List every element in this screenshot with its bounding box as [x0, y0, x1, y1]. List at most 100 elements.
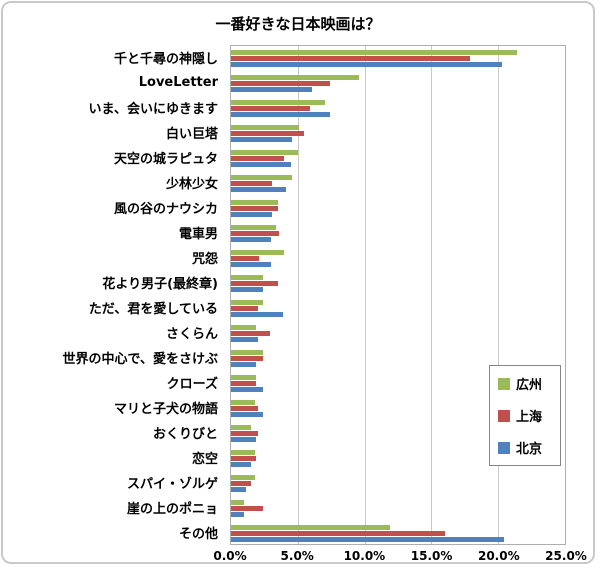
- bar-上海: [231, 256, 260, 261]
- category-label: スパイ・ゾルゲ: [126, 477, 218, 492]
- legend-swatch-icon: [498, 441, 510, 454]
- x-axis: 0.0% 5.0% 10.0% 15.0% 20.0% 25.0%: [213, 549, 586, 563]
- legend-label: 広州: [516, 378, 543, 393]
- category-label: 崖の上のポニョ: [126, 502, 218, 517]
- category-label: 天空の城ラピュタ: [113, 152, 218, 167]
- category-label: 世界の中心で、愛をさけぶ: [62, 352, 218, 367]
- bar-group: [231, 146, 565, 171]
- bar-広州: [231, 175, 293, 180]
- legend-label: 上海: [516, 410, 543, 425]
- category-label: さくらん: [165, 327, 218, 342]
- bar-北京: [231, 487, 246, 492]
- bar-group: [231, 246, 565, 271]
- bar-広州: [231, 150, 298, 155]
- bar-上海: [231, 231, 280, 236]
- bar-上海: [231, 106, 310, 111]
- bar-group: [231, 271, 565, 296]
- legend-item: 広州: [490, 374, 560, 393]
- bar-広州: [231, 275, 264, 280]
- bar-group: [231, 346, 565, 371]
- category-label: おくりびと: [152, 427, 218, 442]
- bar-北京: [231, 62, 503, 67]
- bar-北京: [231, 362, 257, 367]
- bar-上海: [231, 156, 285, 161]
- bar-北京: [231, 412, 264, 417]
- category-label: マリと子犬の物語: [113, 402, 218, 417]
- bar-上海: [231, 431, 258, 436]
- bar-group: [231, 171, 565, 196]
- bar-上海: [231, 81, 330, 86]
- legend-label: 北京: [516, 442, 543, 457]
- bar-広州: [231, 225, 277, 230]
- bar-group: [231, 421, 565, 446]
- bar-北京: [231, 437, 257, 442]
- legend-item: 上海: [490, 406, 560, 425]
- bar-上海: [231, 381, 257, 386]
- category-label: その他: [178, 527, 218, 542]
- category-label: 電車男: [178, 227, 218, 242]
- bar-group: [231, 121, 565, 146]
- bar-北京: [231, 337, 258, 342]
- bar-広州: [231, 200, 278, 205]
- bar-上海: [231, 356, 264, 361]
- bar-上海: [231, 456, 257, 461]
- bar-group: [231, 196, 565, 221]
- bar-広州: [231, 125, 300, 130]
- bar-group: [231, 446, 565, 471]
- category-label: LoveLetter: [138, 75, 218, 90]
- chart-title: 一番好きな日本映画は？: [215, 15, 381, 33]
- chart-frame: 一番好きな日本映画は？ 千と千尋の神隠し LoveLetter いま、会いにゆきます…: [1, 1, 595, 564]
- bar-上海: [231, 281, 278, 286]
- x-tick-label: 10.0%: [343, 549, 386, 563]
- bar-北京: [231, 212, 273, 217]
- x-tick-label: 0.0%: [213, 549, 247, 563]
- category-label: 風の谷のナウシカ: [113, 202, 218, 217]
- bar-北京: [231, 187, 286, 192]
- gridline: [498, 46, 500, 544]
- bar-上海: [231, 131, 305, 136]
- category-label: 恋空: [191, 452, 218, 467]
- bar-広州: [231, 375, 257, 380]
- bar-北京: [231, 112, 330, 117]
- bar-北京: [231, 237, 272, 242]
- category-label: 白い巨塔: [165, 127, 218, 142]
- bar-北京: [231, 262, 272, 267]
- bar-上海: [231, 306, 258, 311]
- bar-広州: [231, 475, 256, 480]
- bar-group: [231, 296, 565, 321]
- bar-広州: [231, 400, 256, 405]
- bar-北京: [231, 462, 252, 467]
- category-label: クローズ: [166, 377, 218, 392]
- bar-group: [231, 46, 565, 71]
- legend-swatch-icon: [498, 409, 510, 422]
- bar-group: [231, 96, 565, 121]
- legend: 広州 上海 北京: [489, 365, 561, 466]
- bar-広州: [231, 300, 264, 305]
- bar-上海: [231, 181, 273, 186]
- bar-group: [231, 321, 565, 346]
- bar-広州: [231, 100, 325, 105]
- bar-北京: [231, 512, 245, 517]
- bar-上海: [231, 331, 270, 336]
- bar-上海: [231, 506, 264, 511]
- legend-swatch-icon: [498, 377, 510, 390]
- bar-広州: [231, 350, 264, 355]
- bar-上海: [231, 531, 445, 536]
- bar-北京: [231, 137, 293, 142]
- gridline: [364, 46, 366, 544]
- bar-広州: [231, 250, 285, 255]
- bar-広州: [231, 425, 252, 430]
- bar-group: [231, 371, 565, 396]
- bar-広州: [231, 325, 257, 330]
- category-axis: 千と千尋の神隠し LoveLetter いま、会いにゆきます 白い巨塔 天空の城ラピュタ…: [3, 45, 224, 545]
- x-tick-label: 15.0%: [410, 549, 453, 563]
- x-tick-label: 5.0%: [280, 549, 314, 563]
- plot-area: [230, 45, 566, 545]
- category-label: 花より男子(最終章): [102, 277, 218, 292]
- bar-上海: [231, 206, 278, 211]
- bar-group: [231, 221, 565, 246]
- x-tick-label: 25.0%: [545, 549, 587, 563]
- bar-group: [231, 521, 565, 546]
- bar-group: [231, 396, 565, 421]
- bar-上海: [231, 406, 258, 411]
